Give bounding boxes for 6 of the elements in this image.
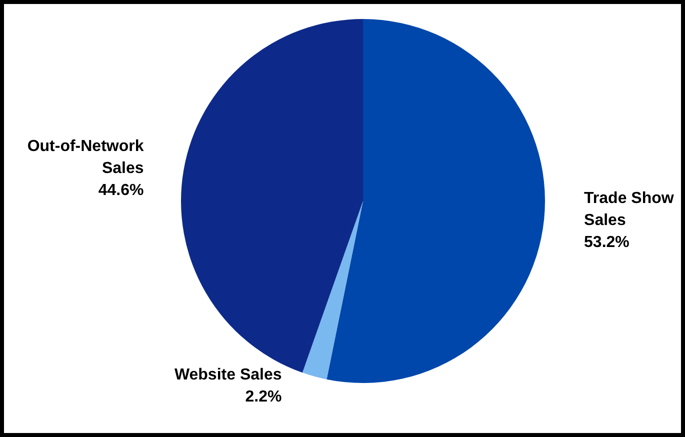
- slice-label: Trade Show Sales: [584, 190, 674, 229]
- slice-label: Out-of-Network Sales: [27, 138, 144, 178]
- data-label: 44.6%: [98, 182, 144, 200]
- data-label: 53.2%: [584, 234, 630, 251]
- data-label: 2.2%: [245, 388, 282, 406]
- slice-label: Website Sales: [174, 366, 282, 384]
